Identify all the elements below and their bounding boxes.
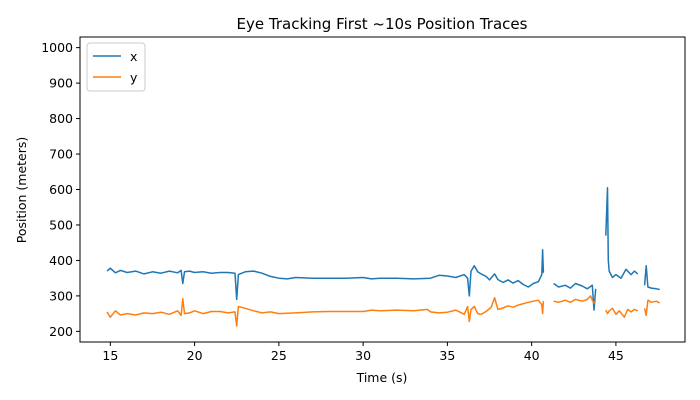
legend-label-y: y: [130, 70, 138, 85]
y-tick-label-400: 400: [49, 253, 73, 268]
y-tick-label-700: 700: [49, 147, 73, 162]
y-tick-label-200: 200: [49, 324, 73, 339]
x-tick-label-20: 20: [187, 348, 203, 363]
y-axis: 200 300 400 500 600 700 800 900 1000: [41, 40, 80, 339]
x-axis-label: Time (s): [356, 370, 408, 385]
y-tick-label-600: 600: [49, 182, 73, 197]
x-tick-label-30: 30: [355, 348, 371, 363]
y-tick-label-1000: 1000: [41, 40, 73, 55]
series-line-y-6: [605, 307, 639, 318]
series-line-x-2: [605, 186, 639, 279]
series-line-x-0: [106, 249, 545, 301]
y-tick-label-900: 900: [49, 76, 73, 91]
legend-box: [86, 42, 146, 92]
plot-lines: [106, 186, 661, 327]
series-line-x-3: [643, 265, 660, 291]
x-tick-label-25: 25: [271, 348, 287, 363]
plot-frame: [79, 36, 686, 343]
y-tick-label-500: 500: [49, 217, 73, 232]
series-line-y-7: [643, 299, 661, 317]
x-tick-label-45: 45: [608, 348, 624, 363]
y-tick-label-300: 300: [49, 288, 73, 303]
x-tick-label-15: 15: [102, 348, 118, 363]
series-line-y-5: [553, 295, 597, 304]
y-axis-label: Position (meters): [14, 137, 29, 244]
x-tick-label-35: 35: [439, 348, 455, 363]
chart-title: Eye Tracking First ~10s Position Traces: [237, 15, 528, 33]
x-axis: 15 20 25 30 35 40 45: [102, 342, 624, 363]
series-line-x-1: [553, 282, 597, 311]
legend-label-x: x: [130, 49, 137, 64]
x-tick-label-40: 40: [524, 348, 540, 363]
series-line-y-4: [106, 296, 545, 327]
legend: x y: [86, 42, 146, 92]
y-tick-label-800: 800: [49, 111, 73, 126]
